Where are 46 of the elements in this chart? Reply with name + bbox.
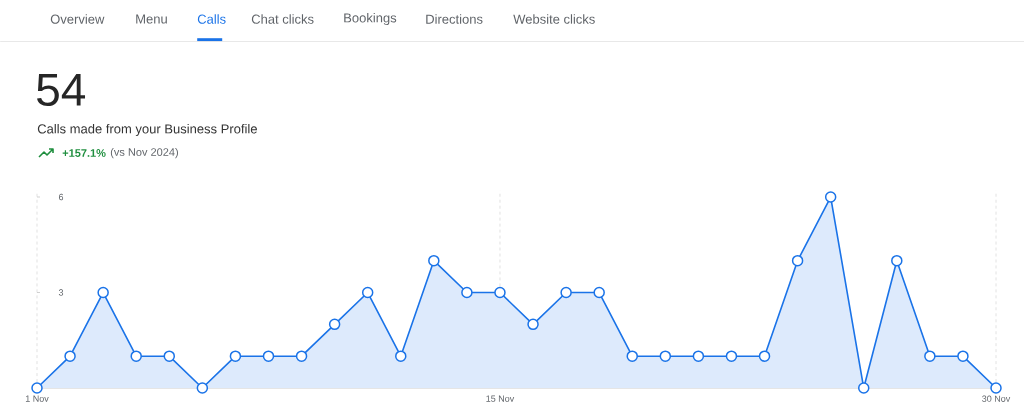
point [692, 350, 705, 362]
point [494, 286, 506, 299]
point [957, 350, 969, 362]
point [361, 286, 374, 299]
point [31, 382, 43, 394]
point [560, 286, 572, 299]
point [229, 350, 242, 362]
point [791, 254, 804, 267]
x-tick-label: 1 Nov [25, 395, 49, 402]
point [725, 350, 738, 362]
text: Website clicks [513, 14, 595, 24]
point [163, 350, 176, 362]
point [593, 286, 605, 299]
point [824, 191, 837, 203]
text: Calls [197, 14, 226, 24]
x-tick-label: 15 Nov [486, 395, 515, 402]
point [990, 382, 1002, 394]
text: (vs Nov 2024) [110, 147, 178, 159]
text: Overview [50, 14, 105, 24]
y-tick-label: 6 [58, 193, 64, 201]
point [857, 382, 870, 394]
point [295, 350, 308, 362]
point [924, 350, 936, 362]
point [428, 254, 440, 267]
point [527, 318, 539, 331]
text: Bookings [344, 12, 397, 26]
x-tick-label: 30 Nov [982, 395, 1011, 402]
point [891, 254, 903, 267]
text: Directions [426, 14, 483, 24]
text: +157.1% [62, 149, 106, 157]
point [758, 350, 771, 362]
point [461, 286, 473, 299]
point [626, 350, 638, 362]
point [262, 350, 275, 362]
chart-subtitle: Calls made from your Business Profile [37, 123, 257, 137]
point [328, 318, 341, 331]
point [64, 350, 76, 362]
point [130, 350, 142, 362]
point [196, 382, 209, 394]
point [97, 286, 109, 299]
point [659, 350, 672, 362]
y-tick-label: 3 [58, 289, 64, 296]
text: Chat clicks [251, 14, 314, 24]
text: Menu [136, 14, 167, 24]
chart-title: 54 [37, 73, 86, 107]
point [395, 350, 407, 362]
